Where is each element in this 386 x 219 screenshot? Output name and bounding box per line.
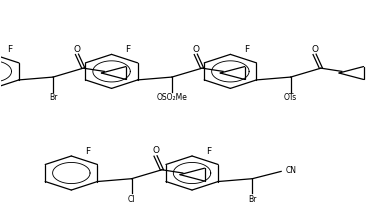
Text: O: O <box>152 146 159 155</box>
Text: Br: Br <box>248 195 257 204</box>
Text: CN: CN <box>286 166 296 175</box>
Text: F: F <box>125 45 131 54</box>
Text: O: O <box>192 44 199 54</box>
Text: O: O <box>311 44 318 54</box>
Text: O: O <box>73 44 80 54</box>
Text: F: F <box>244 45 249 54</box>
Text: Cl: Cl <box>128 195 135 204</box>
Text: Br: Br <box>49 93 57 102</box>
Text: OSO₂Me: OSO₂Me <box>156 93 187 102</box>
Text: F: F <box>85 147 90 156</box>
Text: F: F <box>7 45 12 54</box>
Text: OTs: OTs <box>284 93 297 102</box>
Text: F: F <box>206 147 211 156</box>
